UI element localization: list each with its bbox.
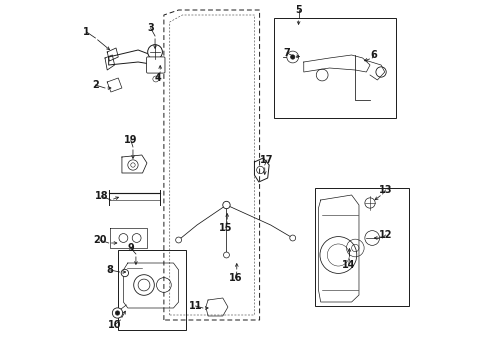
Text: 1: 1: [83, 27, 90, 37]
Circle shape: [175, 237, 181, 243]
Circle shape: [147, 45, 162, 59]
Text: 17: 17: [260, 155, 273, 165]
Text: 8: 8: [106, 265, 113, 275]
Text: 20: 20: [93, 235, 106, 245]
Circle shape: [223, 252, 229, 258]
Text: 3: 3: [147, 23, 154, 33]
Circle shape: [364, 231, 379, 246]
Circle shape: [364, 198, 374, 208]
Bar: [117, 250, 185, 330]
Text: 18: 18: [94, 191, 108, 201]
Circle shape: [286, 51, 298, 63]
Text: 9: 9: [127, 243, 134, 253]
Bar: [274, 18, 395, 118]
Text: 13: 13: [378, 185, 391, 195]
Circle shape: [289, 235, 295, 241]
Text: 11: 11: [188, 301, 202, 311]
Text: 16: 16: [228, 273, 242, 283]
FancyBboxPatch shape: [146, 57, 164, 73]
Text: 14: 14: [341, 260, 355, 270]
Circle shape: [290, 55, 294, 59]
Bar: [314, 188, 408, 306]
Text: 5: 5: [295, 5, 302, 15]
Text: 19: 19: [124, 135, 137, 145]
Circle shape: [115, 311, 120, 315]
Circle shape: [112, 308, 122, 318]
Text: 12: 12: [378, 230, 391, 240]
Text: 6: 6: [369, 50, 376, 60]
Text: 2: 2: [92, 80, 99, 90]
Circle shape: [121, 269, 128, 277]
Text: 4: 4: [154, 73, 161, 83]
Circle shape: [223, 201, 230, 209]
Text: 15: 15: [219, 223, 232, 233]
Text: 7: 7: [283, 48, 289, 58]
Text: 10: 10: [107, 320, 121, 330]
